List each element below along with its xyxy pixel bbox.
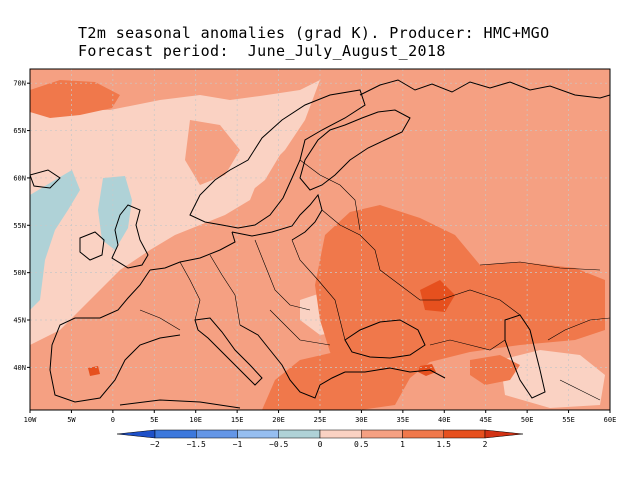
lon-tick-label: 20E — [272, 416, 285, 424]
colorbar-swatch — [154, 429, 197, 439]
border — [209, 254, 241, 326]
coastline-italy — [194, 317, 263, 386]
lon-tick-label: 0 — [111, 416, 115, 424]
coastline-france-iberia — [49, 269, 181, 403]
lon-tick-label: 25E — [314, 416, 327, 424]
colorbar-level-label: −1 — [233, 440, 243, 449]
colorbar-arrow-left — [116, 429, 156, 439]
colorbar-level-label: 0 — [318, 440, 323, 449]
border — [321, 209, 381, 271]
latitude-axis: 40N 45N 50N 55N 60N 65N 70N — [13, 80, 30, 372]
coastline-black-sea — [344, 319, 426, 359]
lon-tick-label: 5W — [67, 416, 76, 424]
anomaly-region-0.5-1 — [185, 120, 240, 185]
border — [291, 239, 346, 341]
colorbar-swatch — [196, 429, 238, 439]
lon-tick-label: 60E — [604, 416, 617, 424]
lon-tick-label: 15E — [231, 416, 244, 424]
colorbar-level-label: 1.5 — [437, 440, 452, 449]
map-title-line-1: T2m seasonal anomalies (grad K). Produce… — [78, 24, 550, 42]
coastline-turkey — [345, 367, 446, 379]
colorbar-swatch — [402, 429, 444, 439]
coastline-western-europe — [149, 231, 236, 271]
anomaly-region-1-1.5 — [262, 352, 410, 410]
border — [379, 269, 521, 316]
lat-tick-label: 55N — [13, 222, 26, 230]
border — [479, 261, 601, 271]
lat-tick-label: 40N — [13, 364, 26, 372]
coastline-scandinavia — [189, 89, 366, 229]
coastline-baltic — [231, 193, 323, 241]
border — [254, 239, 311, 311]
lon-tick-label: 50E — [521, 416, 534, 424]
colorbar: −2 −1.5 −1 −0.5 0 0.5 1 1.5 2 — [116, 429, 524, 449]
anomaly-region-1.5-2 — [88, 366, 100, 376]
border — [179, 261, 201, 321]
lon-tick-label: 30E — [355, 416, 368, 424]
lon-tick-label: 35E — [397, 416, 410, 424]
anomaly-region-1.5-2 — [420, 280, 455, 312]
lat-tick-label: 45N — [13, 317, 26, 325]
lat-tick-label: 50N — [13, 269, 26, 277]
anomaly-region-0-0.5 — [500, 350, 605, 408]
anomaly-field — [30, 69, 610, 410]
lon-tick-label: 55E — [562, 416, 575, 424]
coastlines — [30, 79, 610, 409]
colorbar-swatch — [278, 429, 321, 439]
lon-tick-label: 40E — [438, 416, 451, 424]
graticule-lines — [30, 69, 610, 410]
border — [559, 379, 601, 401]
colorbar-level-label: 2 — [483, 440, 488, 449]
colorbar-level-label: −1.5 — [187, 440, 206, 449]
coastline-iceland — [30, 169, 61, 189]
anomaly-region-0-0.5 — [200, 135, 280, 205]
longitude-axis: 10W 5W 0 5E 10E 15E 20E 25E 30E 35E 40E 45E 50E 55E 60… — [24, 410, 617, 424]
lat-tick-label: 60N — [13, 174, 26, 182]
anomaly-region-1-1.5 — [30, 80, 120, 118]
coastline-ireland — [79, 231, 105, 261]
border — [547, 317, 610, 341]
border — [139, 309, 181, 331]
colorbar-swatch — [319, 429, 362, 439]
lat-tick-label: 70N — [13, 80, 26, 88]
coastline-caspian — [504, 314, 546, 399]
coastline-arctic — [359, 79, 610, 99]
lat-tick-label: 65N — [13, 127, 26, 135]
coastline-north-africa — [119, 399, 241, 409]
colorbar-level-label: −0.5 — [269, 440, 288, 449]
colorbar-level-label: 1 — [400, 440, 405, 449]
colorbar-level-label: 0.5 — [354, 440, 369, 449]
anomaly-region-1-1.5 — [470, 355, 520, 385]
colorbar-arrow-right — [484, 429, 524, 439]
coastline-finland-kola — [299, 109, 411, 191]
lon-tick-label: 10E — [189, 416, 202, 424]
coastline-great-britain — [111, 204, 149, 269]
colorbar-swatch — [361, 429, 403, 439]
border — [269, 309, 331, 346]
lon-tick-label: 5E — [150, 416, 158, 424]
map-title-line-2: Forecast period: June_July_August_2018 — [78, 42, 446, 60]
colorbar-swatch — [443, 429, 486, 439]
border — [429, 339, 506, 351]
colorbar-swatch — [237, 429, 279, 439]
anomaly-region-minus0.5-0 — [30, 170, 80, 310]
lon-tick-label: 45E — [479, 416, 492, 424]
border — [299, 159, 361, 231]
coastline-balkans — [239, 324, 346, 399]
anomaly-region-minus0.5-0 — [98, 176, 132, 250]
country-borders — [139, 159, 610, 401]
colorbar-level-label: −2 — [150, 440, 160, 449]
anomaly-region-0-0.5 — [30, 80, 320, 345]
lon-tick-label: 10W — [24, 416, 37, 424]
